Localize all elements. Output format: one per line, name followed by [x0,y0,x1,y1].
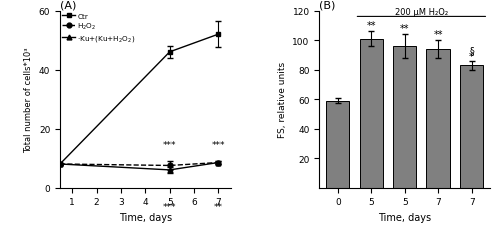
Bar [393,47,416,188]
Text: 200 μM H₂O₂: 200 μM H₂O₂ [395,8,448,16]
Text: **: ** [400,24,409,33]
Bar [360,39,383,188]
Text: (B): (B) [320,1,336,11]
Y-axis label: Total number of cells*10³: Total number of cells*10³ [24,47,33,152]
Text: **: ** [366,21,376,30]
Bar [426,50,450,188]
Text: ***: *** [163,141,176,150]
Y-axis label: FS, relative units: FS, relative units [278,62,287,137]
Bar [326,101,349,188]
Text: **: ** [434,29,443,39]
Text: §: § [469,46,474,55]
Text: *: * [469,52,474,61]
Legend: Ctr, H$_2$O$_2$, $\cdot$Ku+(Ku+H$_2$O$_2$): Ctr, H$_2$O$_2$, $\cdot$Ku+(Ku+H$_2$O$_2… [62,14,136,44]
Bar [460,66,483,188]
X-axis label: Time, days: Time, days [119,212,172,222]
Text: (A): (A) [60,1,76,11]
Text: ***: *** [212,141,225,150]
Text: **: ** [214,202,223,211]
Text: ***: *** [163,202,176,211]
X-axis label: Time, days: Time, days [378,212,431,222]
